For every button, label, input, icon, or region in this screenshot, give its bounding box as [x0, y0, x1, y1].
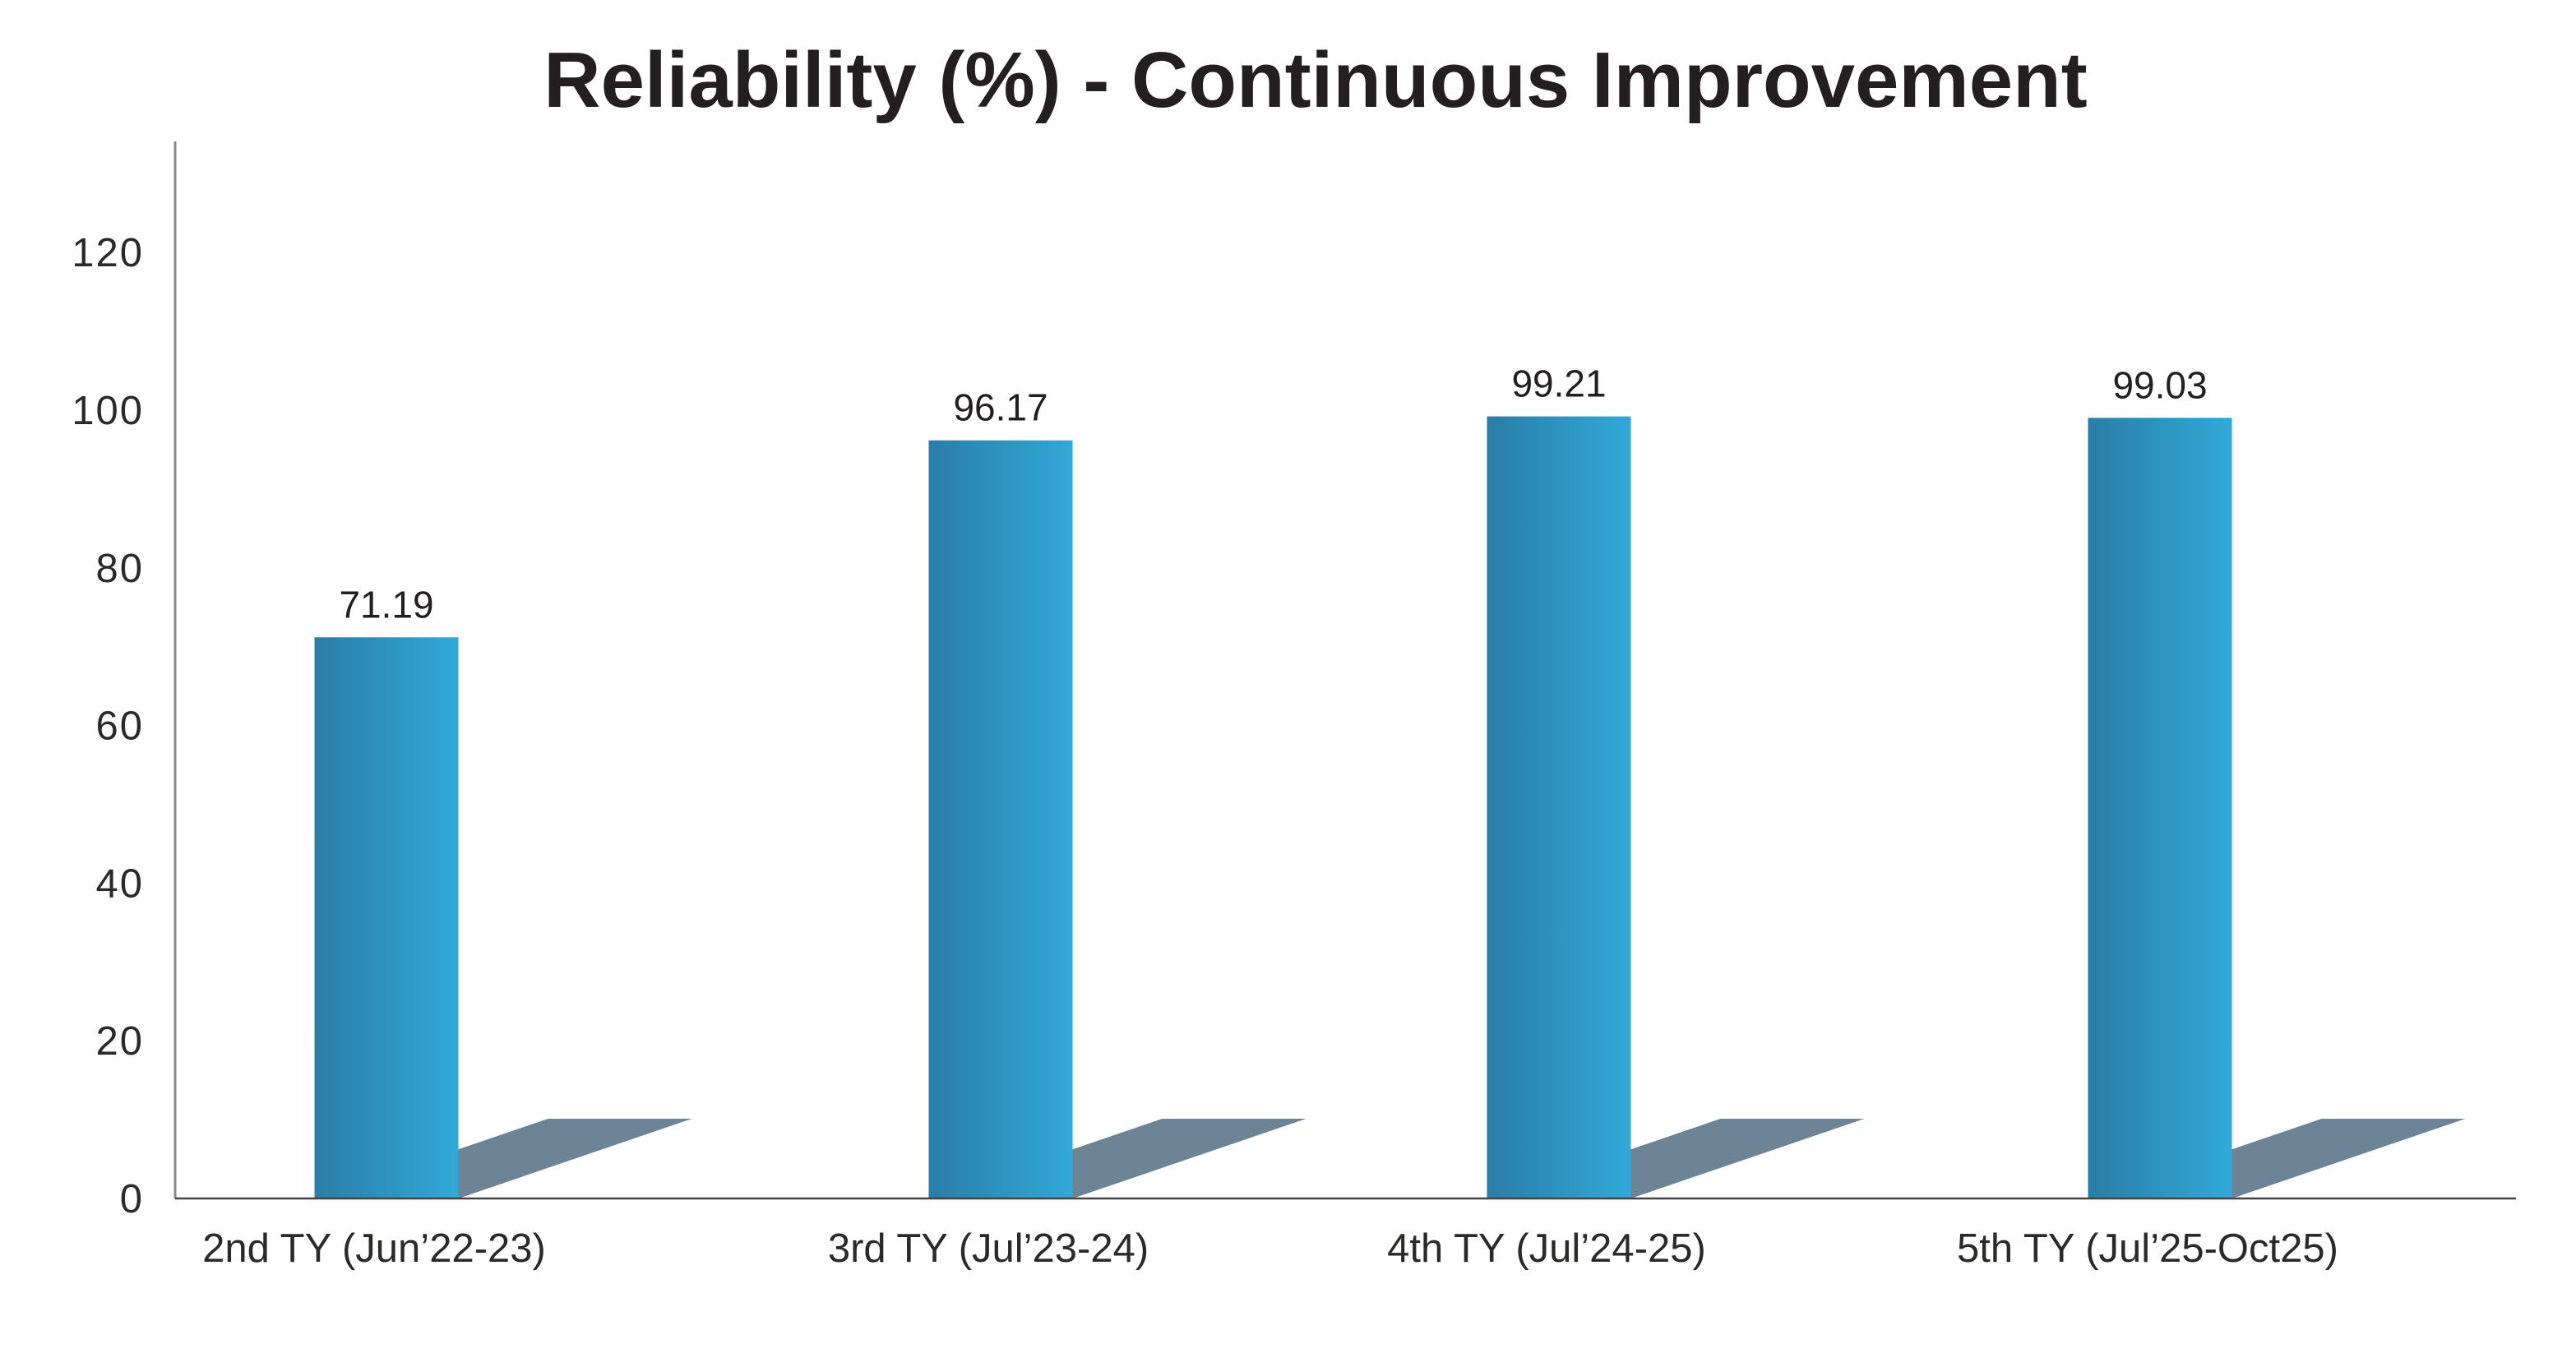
bar	[928, 440, 1073, 1198]
category-labels-group: 2nd TY (Jun’22-23) 3rd TY (Jul’23-24) 4th …	[202, 1226, 2338, 1271]
value-labels-group: 71.19 96.17 99.21 99.03	[339, 362, 2207, 626]
y-tick-label: 0	[120, 1177, 144, 1221]
value-label: 99.03	[2112, 363, 2207, 406]
value-label: 71.19	[339, 583, 433, 626]
bar	[314, 637, 459, 1198]
bars-group	[314, 416, 2232, 1198]
category-label: 2nd TY (Jun’22-23)	[202, 1226, 546, 1271]
y-tick-label: 20	[95, 1019, 144, 1064]
y-tick-label: 100	[72, 389, 144, 433]
chart-title: Reliability (%) - Continuous Improvement	[543, 36, 2087, 124]
category-label: 3rd TY (Jul’23-24)	[828, 1226, 1149, 1271]
y-tick-label: 40	[95, 861, 144, 906]
category-label: 5th TY (Jul’25-Oct25)	[1957, 1226, 2338, 1271]
axes-group	[173, 141, 2516, 1200]
value-label: 99.21	[1511, 362, 1606, 405]
y-tick-label: 60	[95, 704, 144, 749]
y-tick-labels-group: 0 20 40 60 80 100 120	[72, 231, 144, 1221]
bar	[1487, 416, 1631, 1198]
value-label: 96.17	[953, 386, 1048, 429]
bar	[2088, 418, 2232, 1198]
y-tick-label: 120	[72, 231, 144, 275]
y-tick-label: 80	[95, 547, 144, 591]
category-label: 4th TY (Jul’24-25)	[1387, 1226, 1706, 1271]
